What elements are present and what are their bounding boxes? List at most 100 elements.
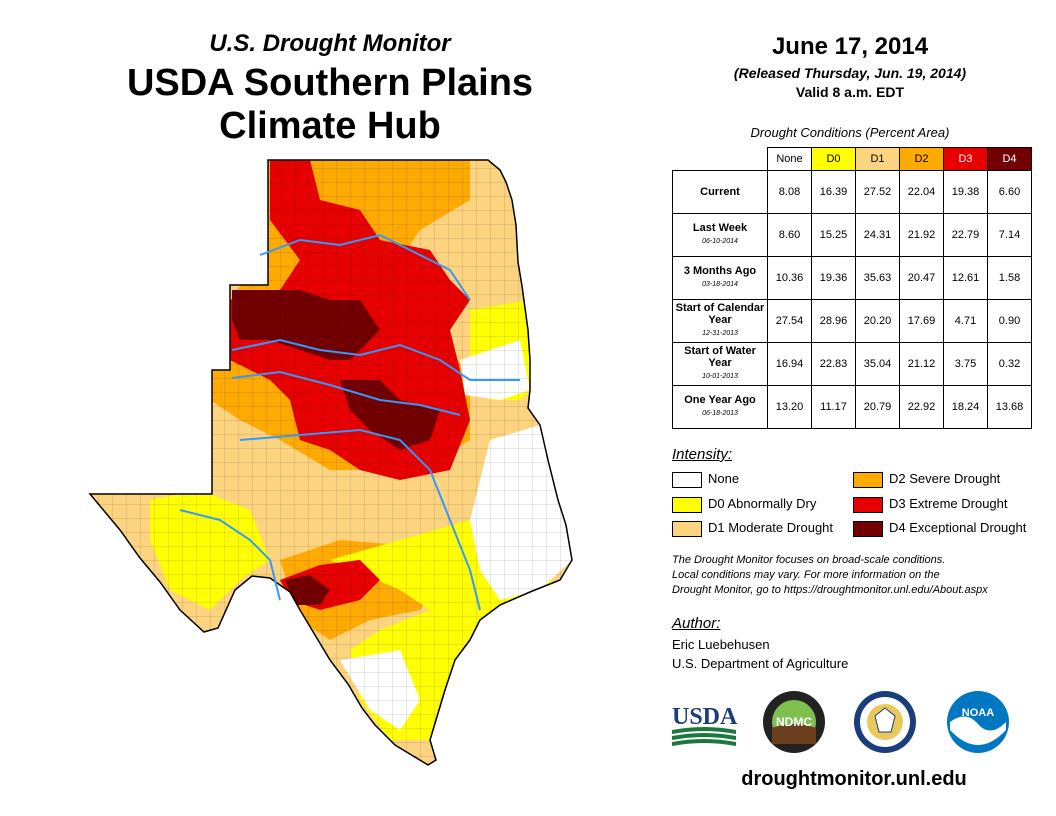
legend-swatch [672, 496, 702, 513]
table-cell: 6.60 [987, 170, 1032, 214]
rivers [179, 233, 520, 611]
legend-item-d2: D2 Severe Drought [853, 470, 1000, 488]
title-area: U.S. Drought Monitor USDA Southern Plain… [60, 28, 600, 148]
table-cell: 35.04 [855, 342, 900, 386]
table-row: Current 8.08 16.39 27.52 22.04 19.38 6.60 [672, 170, 1032, 214]
legend-label: D4 Exceptional Drought [889, 520, 1027, 535]
table-cell: 8.08 [767, 170, 812, 214]
legend-swatch [853, 520, 883, 537]
legend-item-d4: D4 Exceptional Drought [853, 519, 1026, 537]
legend-swatch [672, 520, 702, 537]
row-label-date: 06-10-2014 [702, 238, 738, 245]
website-link[interactable]: droughtmonitor.unl.edu [741, 768, 967, 790]
department-seal-logo [854, 691, 916, 753]
legend-item-d1: D1 Moderate Drought [672, 519, 833, 537]
legend-title: Intensity: [672, 446, 733, 463]
table-cell: 22.92 [899, 385, 944, 429]
note-line: The Drought Monitor focuses on broad-sca… [672, 554, 946, 566]
table-cell: 20.47 [899, 256, 944, 300]
row-label-text: Start of Water Year [684, 345, 756, 369]
row-label-date: 12-31-2013 [702, 330, 738, 337]
table-cell: 19.38 [943, 170, 988, 214]
table-row: Start of Calendar Year 12-31-2013 27.54 28.… [672, 299, 1032, 343]
col-header-d2: D2 [899, 147, 944, 171]
table-cell: 18.24 [943, 385, 988, 429]
col-header-none: None [767, 147, 812, 171]
table-cell: 0.32 [987, 342, 1032, 386]
row-label-text: One Year Ago [684, 394, 756, 406]
table-row: 3 Months Ago 03-18-2014 10.36 19.36 35.63 20.… [672, 256, 1032, 300]
table-cell: 16.39 [811, 170, 856, 214]
row-label: Start of Calendar Year 12-31-2013 [672, 299, 768, 343]
col-header-d3: D3 [943, 147, 988, 171]
table-cell: 13.68 [987, 385, 1032, 429]
legend-label: None [708, 471, 740, 486]
note-line: Local conditions may vary. For more info… [672, 569, 940, 581]
row-label: One Year Ago 06-18-2013 [672, 385, 768, 429]
noaa-logo-text: NOAA [962, 707, 994, 719]
valid-time: Valid 8 a.m. EDT [795, 84, 905, 100]
row-label-text: 3 Months Ago [683, 265, 757, 277]
row-label-text: Start of Calendar Year [675, 302, 765, 326]
row-label-date: 10-01-2013 [702, 373, 738, 380]
table-cell: 3.75 [943, 342, 988, 386]
row-label-date: 06-18-2013 [702, 410, 738, 417]
col-header-d0: D0 [811, 147, 856, 171]
legend-item-none: None [672, 470, 739, 488]
row-label-text: Last Week [692, 222, 748, 234]
row-label: Start of Water Year 10-01-2013 [672, 342, 768, 386]
table-cell: 17.69 [899, 299, 944, 343]
table-cell: 20.79 [855, 385, 900, 429]
author-title: Author: [672, 615, 721, 632]
table-cell: 1.58 [987, 256, 1032, 300]
noaa-logo: NOAA [947, 691, 1009, 753]
legend-label: D0 Abnormally Dry [708, 496, 817, 511]
row-label: 3 Months Ago 03-18-2014 [672, 256, 768, 300]
table-cell: 8.60 [767, 213, 812, 257]
table-caption: Drought Conditions (Percent Area) [750, 125, 950, 140]
released-date: (Released Thursday, Jun. 19, 2014) [733, 65, 967, 81]
table-row: Start of Water Year 10-01-2013 16.94 22.83 3… [672, 342, 1032, 386]
table-cell: 21.12 [899, 342, 944, 386]
table-cell: 12.61 [943, 256, 988, 300]
map-date: June 17, 2014 [771, 33, 929, 60]
table-cell: 19.36 [811, 256, 856, 300]
ndmc-logo-text: NDMC [776, 715, 812, 729]
col-header-d4: D4 [987, 147, 1032, 171]
table-cell: 20.20 [855, 299, 900, 343]
row-label: Current [672, 170, 768, 214]
map-subtitle: U.S. Drought Monitor [209, 30, 451, 57]
title-line-1: USDA Southern Plains [126, 62, 534, 104]
table-cell: 0.90 [987, 299, 1032, 343]
table-cell: 27.54 [767, 299, 812, 343]
table-cell: 22.04 [899, 170, 944, 214]
table-cell: 27.52 [855, 170, 900, 214]
row-label-text: Current [700, 186, 740, 198]
note-line: Drought Monitor, go to https://droughtmo… [672, 584, 988, 596]
row-label-date: 03-18-2014 [702, 281, 738, 288]
legend-item-d0: D0 Abnormally Dry [672, 495, 816, 513]
legend-label: D2 Severe Drought [889, 471, 1001, 486]
table-cell: 24.31 [855, 213, 900, 257]
table-corner [673, 148, 768, 171]
table-cell: 15.25 [811, 213, 856, 257]
table-cell: 28.96 [811, 299, 856, 343]
col-header-d1: D1 [855, 147, 900, 171]
table-cell: 21.92 [899, 213, 944, 257]
table-cell: 22.79 [943, 213, 988, 257]
legend-swatch [853, 471, 883, 488]
table-cell: 22.83 [811, 342, 856, 386]
table-header-row: None D0 D1 D2 D3 D4 [673, 147, 1032, 171]
note-text: The Drought Monitor focuses on broad-sca… [672, 553, 1042, 598]
row-label: Last Week 06-10-2014 [672, 213, 768, 257]
usda-logo: USDA [672, 704, 738, 746]
table-row: Last Week 06-10-2014 8.60 15.25 24.31 21.92 22… [672, 213, 1032, 257]
author-org: U.S. Department of Agriculture [672, 656, 849, 671]
table-cell: 35.63 [855, 256, 900, 300]
ndmc-logo: NDMC [763, 691, 825, 753]
table-row: One Year Ago 06-18-2013 13.20 11.17 20.79 22.… [672, 385, 1032, 429]
table-cell: 4.71 [943, 299, 988, 343]
drought-map [89, 159, 573, 766]
table-cell: 10.36 [767, 256, 812, 300]
table-cell: 16.94 [767, 342, 812, 386]
